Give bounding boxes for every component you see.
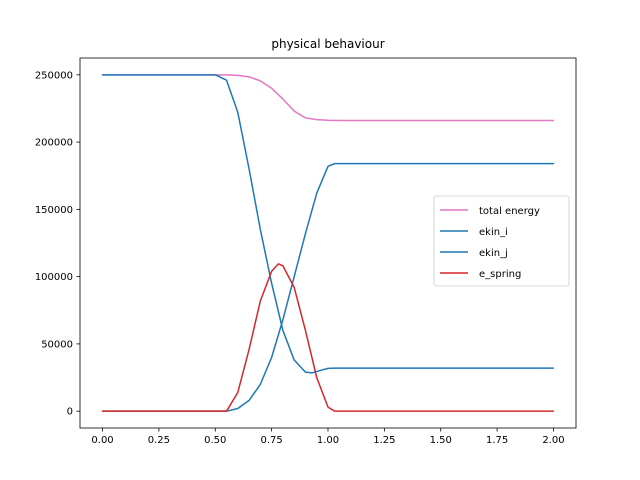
legend-label: ekin_j <box>479 248 508 259</box>
x-tick-label: 0.50 <box>204 435 226 446</box>
series-line-ekin-i <box>101 74 555 374</box>
x-tick-label: 1.75 <box>486 435 508 446</box>
y-tick-label: 0 <box>67 407 73 418</box>
legend: total energy ekin_i ekin_j e_spring <box>433 195 570 287</box>
chart-title: physical behaviour <box>271 37 384 51</box>
legend-box <box>433 195 570 287</box>
x-tick-label: 2.00 <box>542 435 564 446</box>
x-tick-label: 1.25 <box>373 435 395 446</box>
legend-label: total energy <box>479 206 540 217</box>
x-tick-label: 0.00 <box>91 435 113 446</box>
x-tick-label: 0.75 <box>261 435 283 446</box>
y-tick-label: 100000 <box>35 272 73 283</box>
y-axis-ticks: 0 50000 100000 150000 200000 250000 <box>35 70 80 418</box>
series-line-total-energy <box>101 74 555 122</box>
series-lines <box>101 74 555 412</box>
x-tick-label: 0.25 <box>148 435 170 446</box>
series-line-ekin-j <box>101 162 555 412</box>
x-tick-label: 1.00 <box>317 435 339 446</box>
y-tick-label: 150000 <box>35 205 73 216</box>
y-tick-label: 250000 <box>35 70 73 81</box>
x-axis-ticks: 0.00 0.25 0.50 0.75 1.00 1.25 1.50 1.75 2.00 <box>91 428 565 446</box>
y-tick-label: 50000 <box>41 339 73 350</box>
legend-label: ekin_i <box>479 227 508 238</box>
legend-label: e_spring <box>479 269 521 280</box>
y-tick-label: 200000 <box>35 138 73 149</box>
series-line-e-spring <box>101 263 555 412</box>
x-tick-label: 1.50 <box>430 435 452 446</box>
